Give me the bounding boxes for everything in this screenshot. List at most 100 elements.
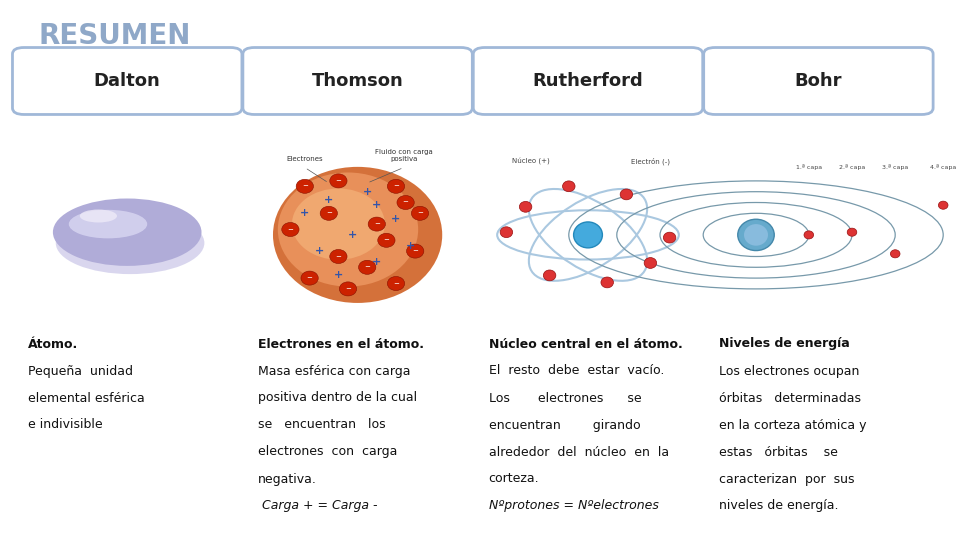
Text: −: −: [364, 264, 371, 271]
Ellipse shape: [406, 244, 423, 258]
Text: Electrones en el átomo.: Electrones en el átomo.: [258, 338, 424, 350]
Text: −: −: [383, 237, 390, 244]
Text: positiva dentro de la cual: positiva dentro de la cual: [258, 392, 418, 404]
Ellipse shape: [301, 271, 319, 285]
Ellipse shape: [397, 195, 414, 210]
Ellipse shape: [359, 260, 375, 274]
Text: +: +: [334, 271, 343, 280]
Text: RESUMEN: RESUMEN: [38, 22, 191, 50]
FancyBboxPatch shape: [243, 48, 472, 114]
Ellipse shape: [369, 217, 385, 231]
Ellipse shape: [80, 210, 117, 222]
Text: +: +: [300, 208, 309, 218]
Ellipse shape: [292, 188, 385, 260]
Ellipse shape: [330, 174, 347, 188]
Text: +: +: [315, 246, 324, 256]
Text: −: −: [306, 275, 313, 281]
Text: −: −: [325, 210, 332, 217]
Text: Los       electrones      se: Los electrones se: [489, 392, 641, 404]
Text: encuentran        girando: encuentran girando: [489, 418, 640, 431]
Text: −: −: [402, 199, 409, 206]
Ellipse shape: [644, 258, 657, 268]
FancyBboxPatch shape: [473, 48, 703, 114]
Text: +: +: [348, 230, 357, 240]
FancyBboxPatch shape: [704, 48, 933, 114]
Text: caracterizan  por  sus: caracterizan por sus: [719, 472, 854, 485]
Text: 2.ª capa: 2.ª capa: [839, 164, 865, 170]
Ellipse shape: [388, 179, 405, 193]
Text: elemental esférica: elemental esférica: [28, 392, 145, 404]
Text: −: −: [335, 253, 342, 260]
Ellipse shape: [620, 189, 633, 200]
Text: +: +: [363, 187, 372, 197]
Text: Núcleo (+): Núcleo (+): [512, 158, 549, 165]
Text: negativa.: negativa.: [258, 472, 317, 485]
Text: −: −: [373, 221, 380, 227]
Text: −: −: [417, 210, 423, 217]
Ellipse shape: [69, 210, 147, 238]
Text: −: −: [301, 183, 308, 190]
Ellipse shape: [738, 219, 775, 251]
Text: Electrones: Electrones: [286, 156, 324, 163]
Ellipse shape: [321, 206, 338, 220]
Ellipse shape: [500, 227, 513, 238]
Ellipse shape: [543, 270, 556, 281]
Ellipse shape: [282, 222, 299, 237]
Ellipse shape: [939, 201, 948, 209]
Text: −: −: [345, 286, 351, 292]
Text: +: +: [372, 257, 381, 267]
Text: e indivisible: e indivisible: [28, 418, 103, 431]
Ellipse shape: [744, 224, 768, 246]
FancyBboxPatch shape: [12, 48, 242, 114]
Ellipse shape: [273, 167, 443, 303]
Ellipse shape: [519, 201, 532, 212]
Text: 4.ª capa: 4.ª capa: [930, 164, 956, 170]
Text: corteza.: corteza.: [489, 472, 540, 485]
Text: Thomson: Thomson: [312, 72, 403, 90]
Ellipse shape: [377, 233, 396, 247]
Ellipse shape: [411, 206, 428, 220]
Text: Núcleo central en el átomo.: Núcleo central en el átomo.: [489, 338, 683, 350]
Text: −: −: [393, 183, 399, 190]
Text: 3.ª capa: 3.ª capa: [882, 164, 908, 170]
Text: +: +: [372, 200, 381, 210]
Text: +: +: [406, 241, 415, 251]
Ellipse shape: [663, 232, 676, 243]
Text: Átomo.: Átomo.: [28, 338, 78, 350]
Text: Rutherford: Rutherford: [533, 72, 643, 90]
Ellipse shape: [848, 228, 857, 237]
Text: −: −: [335, 178, 342, 184]
Text: se   encuentran   los: se encuentran los: [258, 418, 386, 431]
Ellipse shape: [53, 199, 202, 266]
Ellipse shape: [330, 249, 347, 264]
Text: +: +: [324, 195, 333, 205]
Text: Pequeña  unidad: Pequeña unidad: [28, 364, 132, 377]
Text: en la corteza atómica y: en la corteza atómica y: [719, 418, 867, 431]
Text: Dalton: Dalton: [94, 72, 160, 90]
Text: órbitas   determinadas: órbitas determinadas: [719, 392, 861, 404]
Text: Fluido con carga
positiva: Fluido con carga positiva: [374, 150, 433, 163]
Text: electrones  con  carga: electrones con carga: [258, 446, 397, 458]
Text: alrededor  del  núcleo  en  la: alrededor del núcleo en la: [489, 446, 669, 458]
Ellipse shape: [601, 277, 613, 288]
Ellipse shape: [574, 222, 603, 248]
Text: Los electrones ocupan: Los electrones ocupan: [719, 364, 859, 377]
Text: Nºprotones = Nºelectrones: Nºprotones = Nºelectrones: [489, 500, 659, 512]
Text: Carga + = Carga -: Carga + = Carga -: [258, 500, 377, 512]
Text: Bohr: Bohr: [795, 72, 842, 90]
Ellipse shape: [563, 181, 575, 192]
Ellipse shape: [56, 212, 204, 274]
Ellipse shape: [296, 179, 313, 193]
Text: estas   órbitas    se: estas órbitas se: [719, 446, 838, 458]
Ellipse shape: [277, 172, 419, 287]
Ellipse shape: [340, 282, 357, 296]
Text: −: −: [412, 248, 419, 254]
Text: 1.ª capa: 1.ª capa: [796, 164, 822, 170]
Text: niveles de energía.: niveles de energía.: [719, 500, 838, 512]
Text: −: −: [287, 226, 294, 233]
Text: Masa esférica con carga: Masa esférica con carga: [258, 364, 411, 377]
Text: Niveles de energía: Niveles de energía: [719, 338, 850, 350]
Text: −: −: [393, 280, 399, 287]
Text: Electrón (-): Electrón (-): [631, 158, 670, 165]
Ellipse shape: [388, 276, 405, 291]
